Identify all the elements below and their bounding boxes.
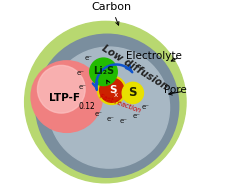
Text: x: x — [114, 92, 118, 98]
Text: e⁻: e⁻ — [78, 84, 86, 90]
Text: e⁻: e⁻ — [133, 113, 141, 119]
Circle shape — [38, 65, 85, 113]
Text: Fast reaction: Fast reaction — [99, 93, 141, 114]
Text: 0.12: 0.12 — [79, 101, 95, 111]
Text: e⁻: e⁻ — [85, 55, 93, 61]
Circle shape — [90, 58, 117, 86]
Text: e⁻: e⁻ — [107, 116, 115, 122]
Text: e⁻: e⁻ — [76, 70, 85, 76]
Text: Electrolyte: Electrolyte — [126, 51, 182, 61]
Circle shape — [49, 47, 169, 168]
Text: Low diffusion: Low diffusion — [100, 43, 169, 92]
Circle shape — [25, 21, 186, 183]
Text: S: S — [129, 86, 137, 99]
Circle shape — [36, 34, 179, 177]
Text: Li₂S: Li₂S — [93, 67, 114, 77]
Text: Pore: Pore — [164, 85, 187, 95]
Circle shape — [122, 82, 144, 104]
Circle shape — [31, 61, 103, 132]
Circle shape — [100, 78, 124, 102]
Text: e⁻: e⁻ — [141, 104, 149, 110]
Text: e⁻: e⁻ — [119, 118, 127, 124]
Text: Carbon: Carbon — [92, 2, 132, 12]
Circle shape — [98, 76, 126, 105]
Text: e⁻: e⁻ — [95, 111, 103, 117]
Text: LTP-F: LTP-F — [49, 92, 80, 102]
Text: S: S — [110, 85, 117, 95]
